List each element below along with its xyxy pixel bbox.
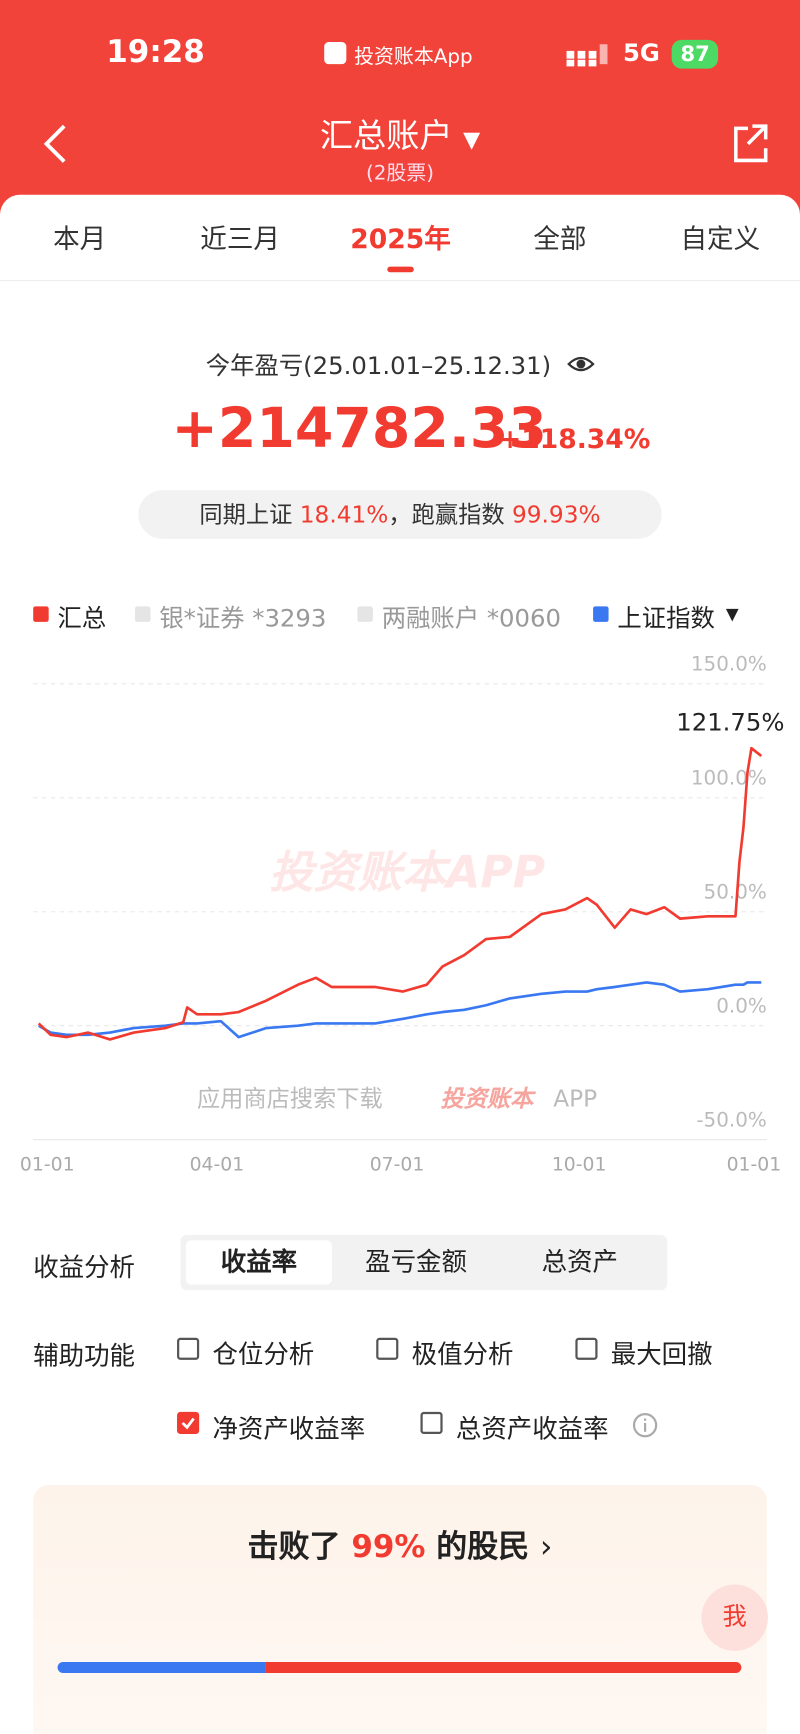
beat-label: ，跑赢指数: [388, 501, 505, 528]
tab[interactable]: 2025年: [350, 223, 451, 255]
banner-suffix: 的股民: [436, 1528, 530, 1565]
tab[interactable]: 全部: [533, 223, 587, 255]
chevron: ›: [540, 1528, 553, 1565]
x-tick-label: 01-01: [20, 1155, 75, 1176]
tab[interactable]: 自定义: [680, 223, 761, 255]
y-tick-label: 0.0%: [716, 994, 767, 1017]
banner-value: 99%: [351, 1528, 426, 1565]
summary-amount: +214782.33: [171, 396, 547, 461]
watermark: 投资账本APP: [269, 847, 545, 898]
status-battery: 87: [671, 39, 719, 69]
download-hint-text: 应用商店搜索下载: [197, 1086, 383, 1113]
compare-label: 同期上证: [199, 501, 293, 528]
status-time: 19:28: [106, 33, 205, 70]
max-annotation: 121.75%: [676, 707, 784, 736]
beat-value: 99.93%: [511, 501, 601, 528]
download-hint: 应用商店搜索下载 投资账本 APP: [197, 1086, 597, 1113]
checkbox[interactable]: [420, 1411, 443, 1435]
banner-text[interactable]: 击败了 99% 的股民 ›: [0, 1523, 800, 1567]
analysis-label: 收益分析: [33, 1253, 135, 1283]
compare-pill: 同期上证 18.41%，跑赢指数 99.93%: [138, 490, 662, 539]
download-brand: 投资账本: [440, 1086, 536, 1113]
tab[interactable]: 近三月: [200, 223, 280, 255]
y-tick-label: 150.0%: [691, 653, 767, 676]
checkbox[interactable]: [177, 1411, 200, 1435]
x-tick-label: 04-01: [190, 1155, 245, 1176]
checkbox[interactable]: [376, 1337, 399, 1360]
signal-icon: [566, 44, 608, 67]
checkbox[interactable]: [177, 1337, 200, 1360]
share-button[interactable]: [730, 122, 770, 166]
x-tick-label: 01-01: [727, 1155, 782, 1176]
info-icon[interactable]: [632, 1412, 659, 1439]
y-tick-label: 100.0%: [691, 767, 767, 790]
account-title-text: 汇总账户: [319, 117, 453, 157]
tab[interactable]: 本月: [53, 223, 107, 255]
progress-blue: [57, 1661, 266, 1674]
legend-label[interactable]: 两融账户 *0060: [381, 605, 561, 633]
compare-value: 18.41%: [299, 501, 389, 528]
divider: [0, 279, 800, 282]
y-tick-label: -50.0%: [696, 1108, 766, 1131]
app-icon: [324, 42, 347, 65]
banner: [33, 1484, 767, 1734]
progress-red: [265, 1661, 742, 1674]
checkbox[interactable]: [575, 1337, 598, 1360]
card: [0, 194, 800, 1734]
tab-indicator: [387, 266, 414, 273]
segment[interactable]: 收益率: [185, 1240, 332, 1285]
legend-label[interactable]: 银*证券 *3293: [159, 605, 327, 633]
summary-rate: +118.34%: [499, 423, 651, 455]
back-button[interactable]: [40, 122, 73, 166]
banner-prefix: 击败了: [247, 1528, 341, 1565]
legend-dropdown[interactable]: ▼: [725, 604, 739, 625]
checkbox-label[interactable]: 最大回撤: [610, 1341, 713, 1370]
legend-swatch: [33, 606, 49, 622]
legend-label[interactable]: 上证指数: [617, 605, 715, 633]
series-line: [37, 746, 763, 1041]
float-button[interactable]: 我: [701, 1584, 768, 1651]
aux-label: 辅助功能: [33, 1342, 135, 1371]
y-tick-label: 50.0%: [704, 880, 767, 903]
header-bg: [0, 0, 800, 222]
eye-icon[interactable]: [567, 352, 596, 376]
x-tick-label: 10-01: [552, 1155, 607, 1176]
checkbox-label[interactable]: 总资产收益率: [455, 1415, 609, 1444]
legend-swatch: [357, 606, 373, 622]
legend-swatch: [134, 606, 151, 622]
checkbox-label[interactable]: 净资产收益率: [212, 1415, 366, 1444]
segment[interactable]: 盈亏金额: [365, 1248, 467, 1277]
legend-swatch: [593, 606, 609, 622]
x-tick-label: 07-01: [370, 1155, 425, 1176]
segment[interactable]: 总资产: [541, 1248, 618, 1277]
summary-label: 今年盈亏(25.01.01–25.12.31): [205, 352, 552, 381]
account-subtitle: (2股票): [365, 161, 435, 185]
account-title[interactable]: 汇总账户 ▼: [0, 108, 800, 157]
dropdown-icon: ▼: [463, 126, 481, 153]
checkbox-label[interactable]: 仓位分析: [212, 1341, 315, 1370]
legend-label[interactable]: 汇总: [57, 605, 107, 633]
status-app: 投资账本App: [354, 45, 473, 69]
checkmark: [181, 1417, 195, 1430]
status-network: 5G: [622, 39, 660, 68]
download-suffix: APP: [553, 1086, 597, 1113]
chart: 投资账本APP 应用商店搜索下载 投资账本 APP 121.75% 150.0%10…: [20, 653, 785, 1176]
checkbox-label[interactable]: 极值分析: [411, 1341, 514, 1370]
